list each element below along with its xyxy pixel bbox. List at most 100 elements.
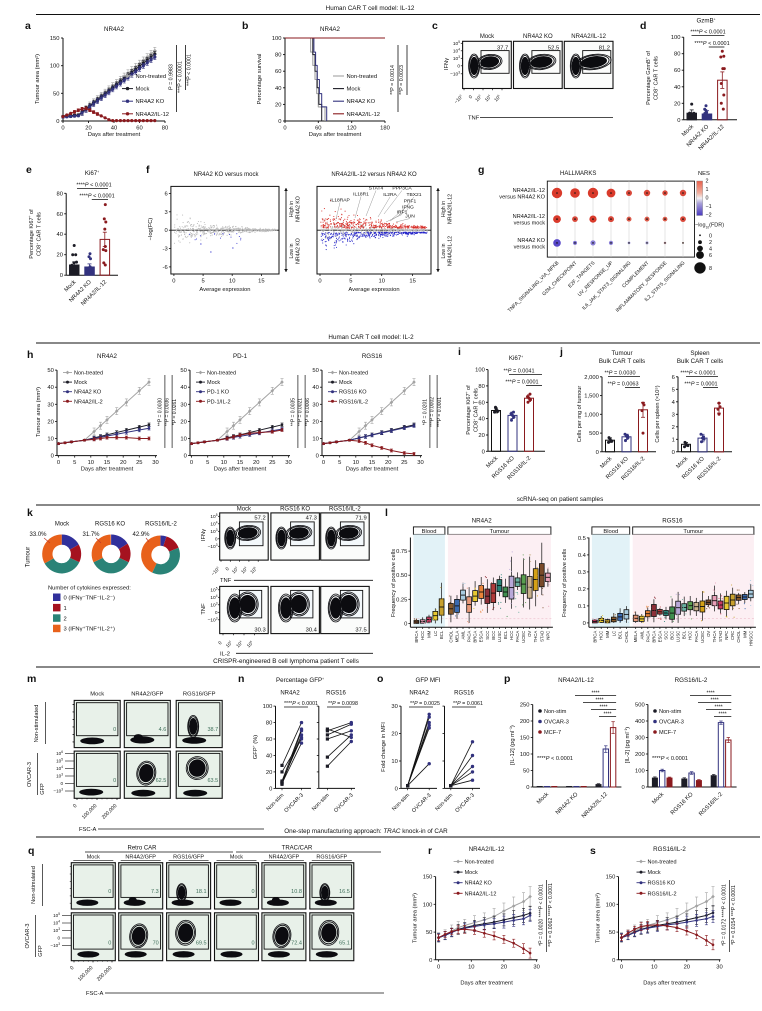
svg-text:−103: −103 xyxy=(53,788,63,794)
svg-text:o: o xyxy=(377,673,383,685)
svg-text:NR4A2 KO: NR4A2 KO xyxy=(517,238,545,244)
svg-text:20: 20 xyxy=(501,964,507,970)
svg-text:RGS16/IL-2: RGS16/IL-2 xyxy=(145,522,177,528)
svg-text:0: 0 xyxy=(269,786,272,792)
svg-text:LUSC: LUSC xyxy=(676,631,681,642)
svg-text:Percentage Ki67+ of: Percentage Ki67+ of xyxy=(465,385,472,435)
svg-text:FSC-A: FSC-A xyxy=(86,991,104,997)
svg-text:Cells per spleen (×10⁵): Cells per spleen (×10⁵) xyxy=(654,385,661,442)
svg-text:PD-1 KO: PD-1 KO xyxy=(207,390,230,396)
svg-text:NR4A2/GFP: NR4A2/GFP xyxy=(125,855,156,861)
svg-text:BRCA: BRCA xyxy=(592,631,597,643)
svg-text:Non-treated: Non-treated xyxy=(136,74,167,80)
svg-text:80: 80 xyxy=(266,721,272,727)
svg-text:40: 40 xyxy=(478,417,484,423)
svg-text:Number of cytokines expressed:: Number of cytokines expressed: xyxy=(48,586,131,592)
svg-text:m: m xyxy=(27,673,36,685)
svg-text:Average expression: Average expression xyxy=(348,287,399,293)
svg-text:Frequency of positive cells: Frequency of positive cells xyxy=(391,549,397,617)
svg-text:3 (IFNγ⁺TNF⁺IL-2⁺): 3 (IFNγ⁺TNF⁺IL-2⁺) xyxy=(64,626,115,633)
svg-text:e: e xyxy=(26,164,32,176)
svg-text:0: 0 xyxy=(61,126,64,132)
svg-text:scRNA-seq on patient samples: scRNA-seq on patient samples xyxy=(517,496,603,503)
svg-text:IFNγ: IFNγ xyxy=(201,529,207,541)
svg-text:30: 30 xyxy=(716,964,722,970)
svg-text:Human CAR T cell model: IL-12: Human CAR T cell model: IL-12 xyxy=(326,5,415,12)
svg-text:20: 20 xyxy=(275,102,281,108)
svg-text:10: 10 xyxy=(180,437,186,443)
svg-text:0: 0 xyxy=(677,118,680,124)
svg-text:0: 0 xyxy=(225,566,231,572)
svg-text:RGS16 KO: RGS16 KO xyxy=(280,507,310,513)
svg-text:NR4A2/IL-12: NR4A2/IL-12 xyxy=(513,214,545,220)
svg-text:**P = 0.0021: **P = 0.0021 xyxy=(298,398,304,426)
svg-text:NR4A2 KO: NR4A2 KO xyxy=(296,238,302,264)
svg-text:0: 0 xyxy=(672,450,675,456)
svg-text:RGS16 KO: RGS16 KO xyxy=(339,390,367,396)
svg-text:Mock: Mock xyxy=(648,870,661,876)
svg-text:0: 0 xyxy=(706,196,709,202)
svg-text:****P < 0.0001: ****P < 0.0001 xyxy=(694,41,729,47)
svg-text:TRAC/CAR: TRAC/CAR xyxy=(282,846,313,852)
svg-text:***P = 0.0001: ***P = 0.0001 xyxy=(684,382,717,388)
svg-text:NR4A2: NR4A2 xyxy=(472,518,493,525)
svg-text:4: 4 xyxy=(672,400,676,406)
svg-text:IL18R1: IL18R1 xyxy=(353,192,369,198)
svg-text:TNF: TNF xyxy=(468,116,480,122)
svg-text:15: 15 xyxy=(237,460,243,466)
svg-text:50: 50 xyxy=(180,368,186,374)
svg-text:150: 150 xyxy=(423,875,433,881)
svg-text:Mock: Mock xyxy=(339,380,352,386)
svg-text:52.5: 52.5 xyxy=(548,45,559,51)
svg-text:100: 100 xyxy=(50,64,60,70)
svg-text:10: 10 xyxy=(229,279,235,285)
svg-text:0.50: 0.50 xyxy=(396,573,407,579)
svg-text:OV: OV xyxy=(527,631,532,637)
svg-text:105: 105 xyxy=(210,513,217,520)
svg-text:PACA: PACA xyxy=(515,631,520,643)
svg-text:0.4: 0.4 xyxy=(578,553,587,559)
svg-text:Mock: Mock xyxy=(480,34,495,40)
svg-text:CD8+ CAR T cells: CD8+ CAR T cells xyxy=(36,212,43,256)
svg-text:1: 1 xyxy=(672,437,675,443)
svg-text:60: 60 xyxy=(674,68,680,74)
svg-text:****: **** xyxy=(711,697,719,703)
svg-text:PACA: PACA xyxy=(694,631,699,643)
svg-text:Tumour: Tumour xyxy=(26,547,32,567)
svg-text:BCL: BCL xyxy=(503,630,508,639)
svg-text:***P = 0.0002: ***P = 0.0002 xyxy=(430,397,436,427)
svg-text:0: 0 xyxy=(596,450,599,456)
svg-text:65.1: 65.1 xyxy=(339,941,350,947)
svg-text:SCC: SCC xyxy=(664,631,669,640)
svg-text:****P < 0.0001: ****P < 0.0001 xyxy=(76,183,111,189)
svg-text:BCC: BCC xyxy=(491,631,496,640)
svg-text:42.9%: 42.9% xyxy=(132,532,150,538)
svg-text:****: **** xyxy=(707,690,715,696)
svg-text:30.3: 30.3 xyxy=(254,628,265,634)
svg-text:****: **** xyxy=(599,704,607,710)
svg-text:STAD: STAD xyxy=(539,631,544,642)
svg-text:IFNγ: IFNγ xyxy=(444,58,450,70)
svg-text:69.5: 69.5 xyxy=(196,941,207,947)
svg-text:**P = 0.0030: **P = 0.0030 xyxy=(158,398,164,426)
svg-text:Tumour: Tumour xyxy=(683,529,703,535)
svg-text:Non-stimulated: Non-stimulated xyxy=(34,705,40,743)
svg-text:-3: -3 xyxy=(163,247,168,253)
svg-text:0: 0 xyxy=(108,889,111,895)
svg-text:6: 6 xyxy=(672,375,675,381)
svg-text:0: 0 xyxy=(526,785,529,791)
svg-text:20: 20 xyxy=(253,460,259,466)
svg-text:NR4A2/IL-2: NR4A2/IL-2 xyxy=(74,399,103,405)
svg-text:105: 105 xyxy=(249,565,259,575)
svg-text:Non-stimulated: Non-stimulated xyxy=(31,866,37,904)
svg-text:100: 100 xyxy=(520,752,530,758)
svg-text:OVCAR-3: OVCAR-3 xyxy=(659,720,684,726)
svg-text:10: 10 xyxy=(378,279,384,285)
svg-text:−103: −103 xyxy=(208,617,218,624)
svg-text:Percentage GFP+: Percentage GFP+ xyxy=(276,677,324,684)
svg-text:NR4A2/GFP: NR4A2/GFP xyxy=(269,855,300,861)
svg-text:80: 80 xyxy=(275,53,281,59)
svg-text:0: 0 xyxy=(113,778,116,784)
svg-text:versus NR4A2 KO: versus NR4A2 KO xyxy=(499,195,545,201)
svg-text:MM: MM xyxy=(742,630,747,638)
